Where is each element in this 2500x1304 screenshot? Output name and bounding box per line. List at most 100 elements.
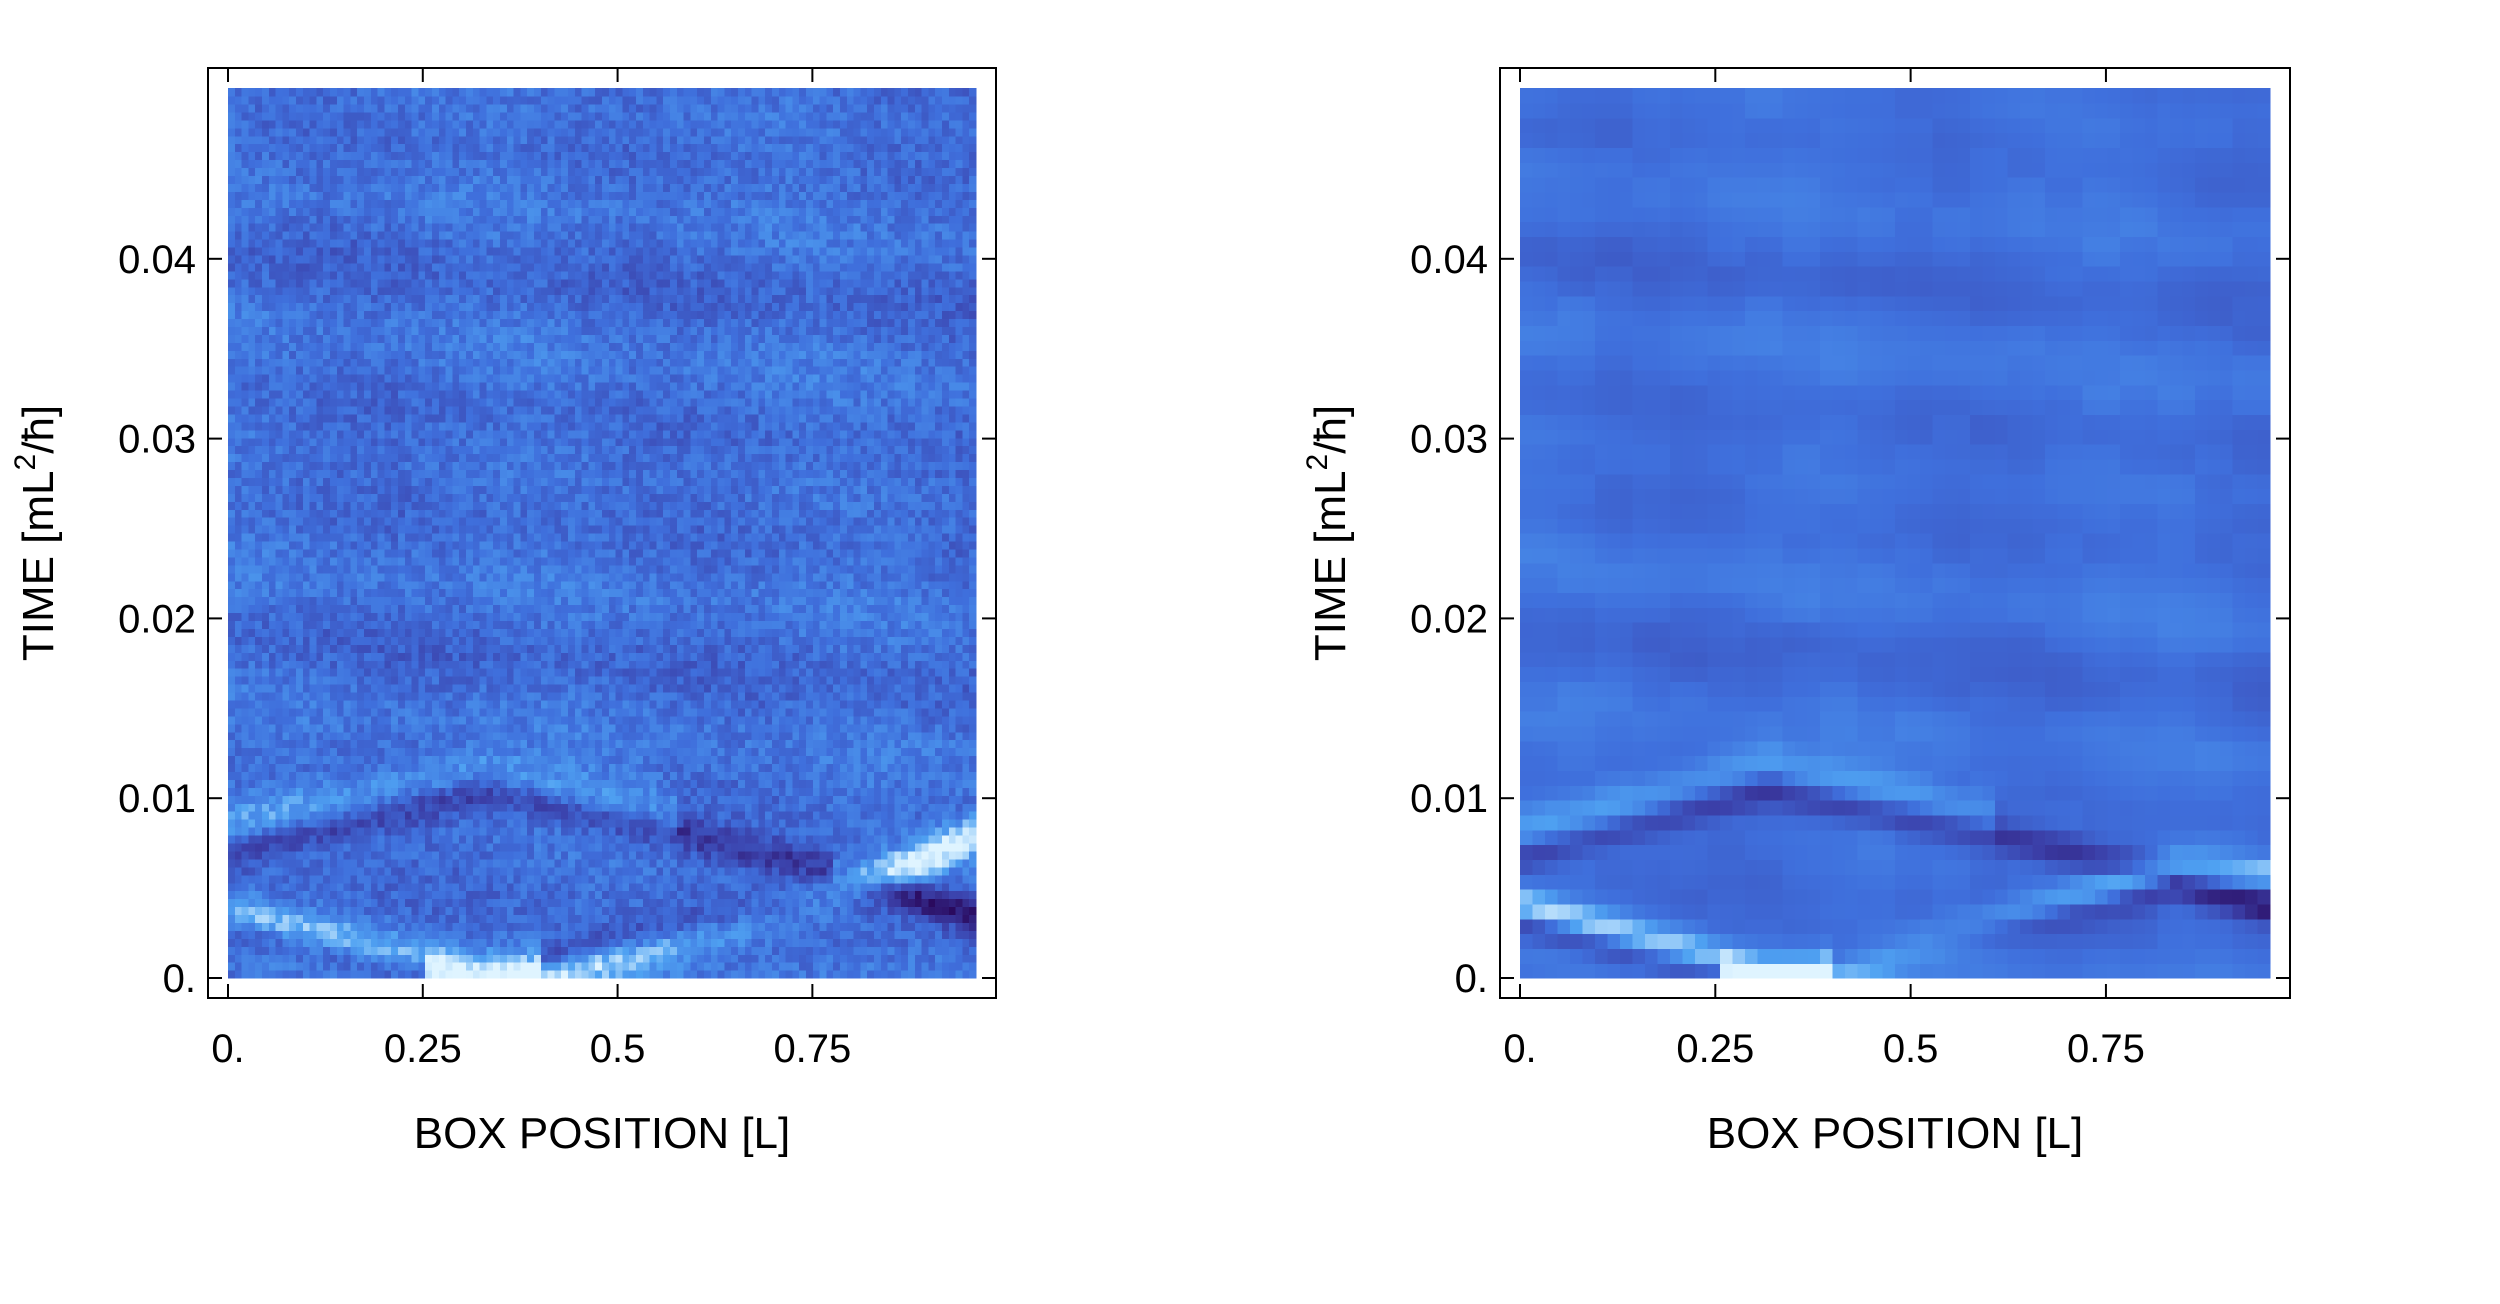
heatmap-cell xyxy=(765,795,773,804)
heatmap-cell xyxy=(948,660,957,669)
heatmap-cell xyxy=(942,676,950,685)
heatmap-cell xyxy=(649,834,657,844)
heatmap-cell xyxy=(466,787,474,796)
heatmap-cell xyxy=(615,906,623,916)
heatmap-cell xyxy=(466,699,474,709)
heatmap-cell xyxy=(772,922,780,931)
heatmap-cell xyxy=(833,962,841,971)
heatmap-cell xyxy=(853,874,861,884)
heatmap-cell xyxy=(819,771,827,780)
heatmap-cell xyxy=(343,954,351,963)
heatmap-cell xyxy=(656,723,664,733)
heatmap-cell xyxy=(636,668,644,677)
heatmap-cell xyxy=(942,739,950,749)
heatmap-cell xyxy=(357,922,365,931)
heatmap-cell xyxy=(588,676,596,685)
heatmap-cell xyxy=(942,620,950,629)
heatmap-cell xyxy=(547,660,555,669)
heatmap-cell xyxy=(234,660,243,669)
heatmap-cell xyxy=(336,803,345,812)
heatmap-cell xyxy=(438,803,447,812)
heatmap-cell xyxy=(642,628,651,637)
heatmap-cell xyxy=(731,850,739,860)
heatmap-cell xyxy=(438,930,447,939)
heatmap-cell xyxy=(785,834,793,844)
heatmap-cell xyxy=(568,914,576,923)
heatmap-cell xyxy=(486,954,494,963)
heatmap-cell xyxy=(466,723,474,733)
heatmap-cell xyxy=(724,739,732,749)
heatmap-cell xyxy=(867,731,875,741)
heatmap-cell xyxy=(744,874,753,884)
heatmap-cell xyxy=(826,827,834,836)
heatmap-cell xyxy=(642,763,651,772)
heatmap-cell xyxy=(887,850,895,860)
heatmap-cell xyxy=(391,660,399,669)
heatmap-cell xyxy=(683,906,691,916)
heatmap-cell xyxy=(887,922,895,931)
heatmap-cell xyxy=(901,819,909,828)
heatmap-cell xyxy=(404,691,413,701)
heatmap-cell xyxy=(826,668,834,677)
heatmap-cell xyxy=(275,676,283,685)
heatmap-cell xyxy=(710,660,719,669)
heatmap-cell xyxy=(520,723,528,733)
heatmap-cell xyxy=(921,795,929,804)
heatmap-cell xyxy=(472,707,481,717)
heatmap-cell xyxy=(282,811,290,820)
heatmap-cell xyxy=(649,874,657,884)
heatmap-cell xyxy=(914,707,923,717)
heatmap-cell xyxy=(948,834,957,844)
heatmap-cell xyxy=(901,683,909,693)
heatmap-cell xyxy=(894,898,902,908)
heatmap-cell xyxy=(432,787,440,796)
heatmap-cell xyxy=(336,874,345,884)
heatmap-cell xyxy=(663,652,671,661)
heatmap-cell xyxy=(901,858,909,868)
heatmap-cell xyxy=(819,850,827,860)
heatmap-cell xyxy=(663,644,671,653)
heatmap-cell xyxy=(411,739,419,749)
heatmap-cell xyxy=(452,691,460,701)
heatmap-cell xyxy=(704,866,712,876)
heatmap-cell xyxy=(282,644,290,653)
heatmap-cell xyxy=(336,930,345,939)
heatmap-cell xyxy=(432,652,440,661)
heatmap-cell xyxy=(894,819,902,828)
heatmap-cell xyxy=(568,683,576,693)
heatmap-cell xyxy=(289,676,297,685)
heatmap-cell xyxy=(486,755,494,765)
heatmap-cell xyxy=(248,755,256,765)
heatmap-cell xyxy=(833,827,841,836)
heatmap-cell xyxy=(418,906,426,916)
heatmap-cell xyxy=(425,707,433,717)
heatmap-cell xyxy=(636,723,644,733)
heatmap-cell xyxy=(846,652,855,661)
heatmap-cell xyxy=(438,827,447,836)
heatmap-cell xyxy=(629,962,637,971)
heatmap-cell xyxy=(425,660,433,669)
heatmap-cell xyxy=(921,954,929,963)
heatmap-cell xyxy=(710,970,719,979)
heatmap-cell xyxy=(704,644,712,653)
heatmap-cell xyxy=(935,628,943,637)
heatmap-cell xyxy=(370,763,379,772)
heatmap-cell xyxy=(241,771,249,780)
heatmap-cell xyxy=(248,898,256,908)
heatmap-cell xyxy=(466,938,474,947)
heatmap-cell xyxy=(724,834,732,844)
heatmap-cell xyxy=(738,620,746,629)
heatmap-cell xyxy=(717,882,725,892)
heatmap-cell xyxy=(466,779,474,788)
heatmap-cell xyxy=(928,827,936,836)
heatmap-cell xyxy=(887,763,895,772)
heatmap-cell xyxy=(840,668,848,677)
heatmap-cell xyxy=(302,850,311,860)
heatmap-cell xyxy=(948,787,957,796)
heatmap-cell xyxy=(901,660,909,669)
heatmap-cell xyxy=(370,691,379,701)
heatmap-cell xyxy=(561,763,569,772)
heatmap-cell xyxy=(642,819,651,828)
heatmap-cell xyxy=(622,723,630,733)
heatmap-cell xyxy=(445,723,453,733)
